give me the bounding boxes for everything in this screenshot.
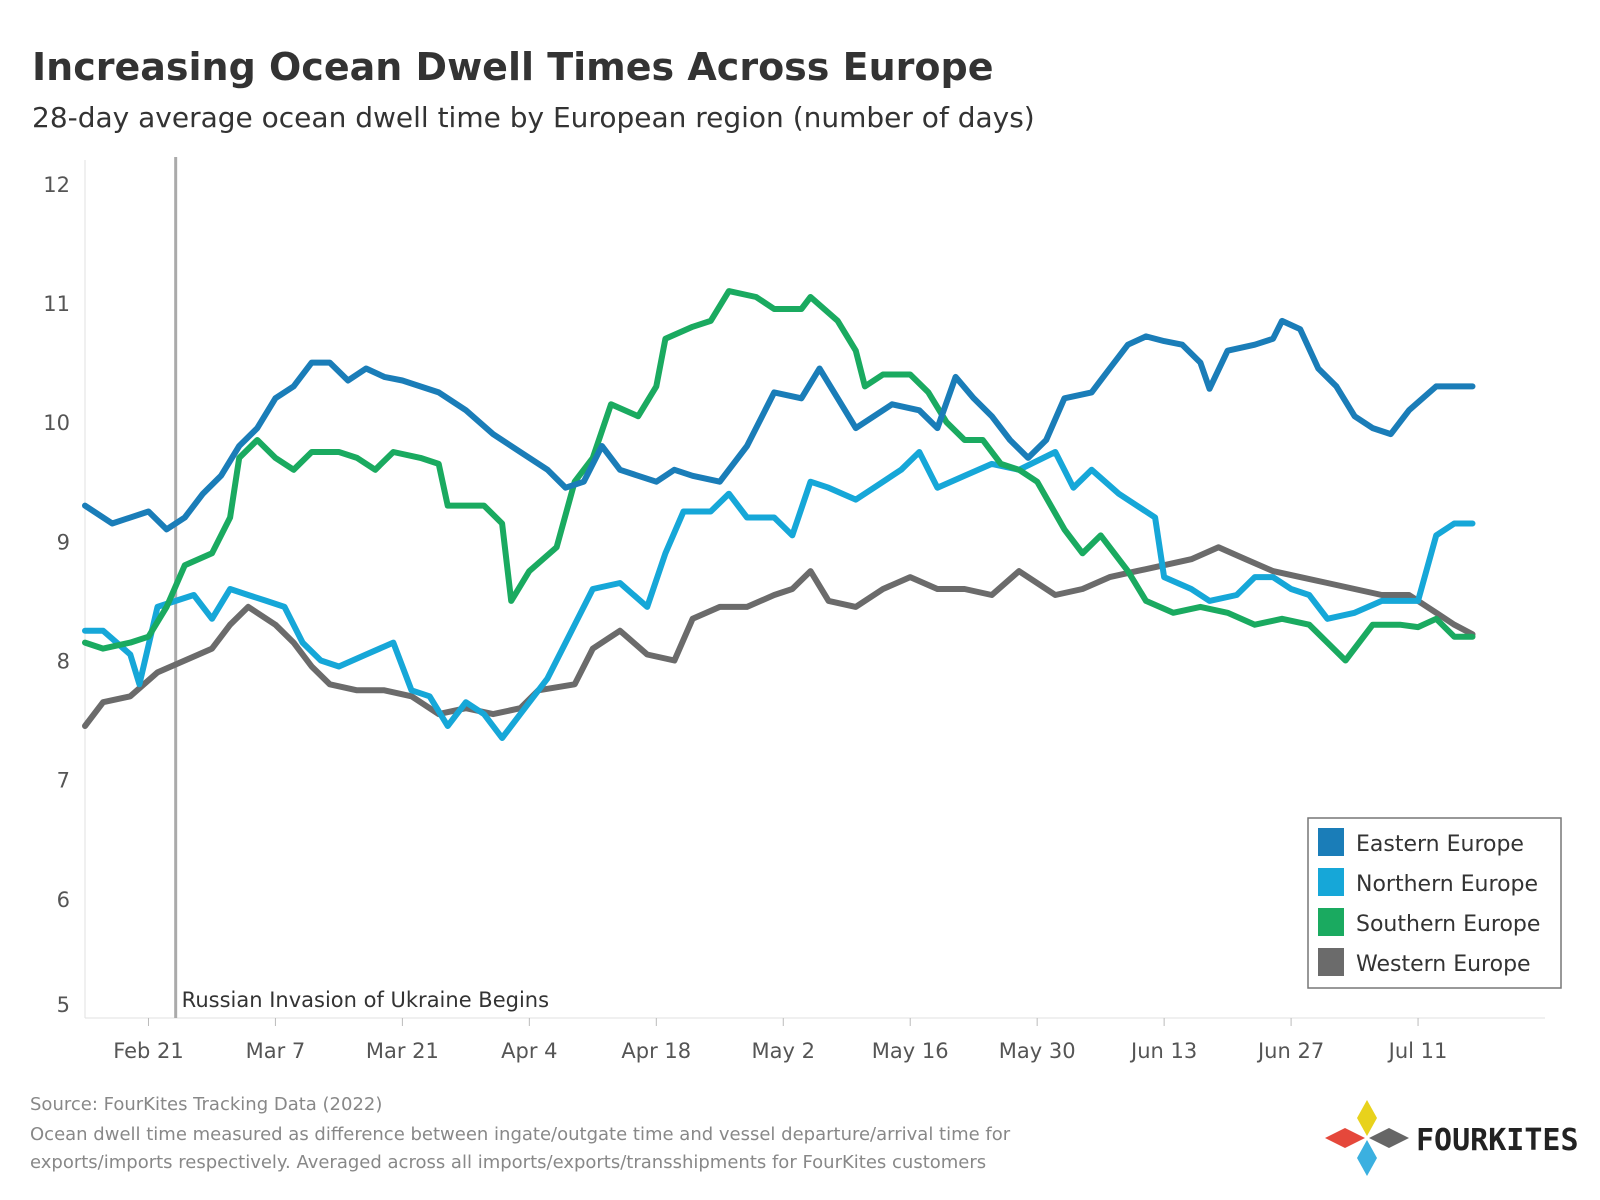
legend-label: Western Europe: [1356, 952, 1531, 977]
logo-kite-bottom-icon: [1357, 1140, 1377, 1176]
y-tick-label: 5: [57, 993, 70, 1017]
legend-swatch: [1318, 828, 1344, 856]
footer: Source: FourKites Tracking Data (2022) O…: [30, 1094, 1011, 1173]
x-tick-label: May 30: [999, 1039, 1076, 1063]
legend-swatch: [1318, 908, 1344, 936]
y-tick-label: 9: [57, 530, 70, 554]
axes: [84, 160, 1545, 1019]
legend-box: [1307, 817, 1562, 989]
invasion-annotation-label: Russian Invasion of Ukraine Begins: [182, 988, 549, 1012]
y-tick-label: 12: [43, 173, 70, 197]
logo-kite-left-icon: [1325, 1128, 1365, 1148]
legend: Eastern Europe Northern Europe Southern Eu…: [1307, 817, 1562, 989]
x-tick-label: Jun 13: [1129, 1039, 1197, 1063]
logo-kite-top-icon: [1357, 1100, 1377, 1136]
legend-label: Eastern Europe: [1356, 832, 1524, 857]
x-tick-label: Feb 21: [113, 1039, 184, 1063]
series-line-eastern-europe: [82, 317, 1476, 533]
x-tick-label: Jul 11: [1387, 1039, 1448, 1063]
chart-title: Increasing Ocean Dwell Times Across Euro…: [32, 45, 993, 89]
note-line-1: Ocean dwell time measured as difference …: [30, 1124, 1011, 1145]
legend-swatch: [1318, 868, 1344, 896]
x-tick-label: Apr 4: [501, 1039, 557, 1063]
brand-name: FOURKITES: [1416, 1123, 1579, 1158]
chart-subtitle: 28-day average ocean dwell time by Europ…: [32, 101, 1035, 134]
legend-label: Southern Europe: [1356, 912, 1540, 937]
y-tick-label: 7: [57, 769, 70, 793]
x-tick-label: Apr 18: [621, 1039, 691, 1063]
y-tick-label: 6: [57, 888, 70, 912]
y-tick-label: 8: [57, 650, 70, 674]
note-line-2: exports/imports respectively. Averaged a…: [30, 1152, 986, 1173]
y-tick-label: 11: [43, 292, 70, 316]
logo-kite-right-icon: [1369, 1128, 1409, 1148]
x-axis-ticks: Feb 21 Mar 7 Mar 21 Apr 4 Apr 18 May 2 May 16 M…: [113, 1018, 1447, 1063]
series-line-western-europe: [82, 544, 1476, 729]
source-text: Source: FourKites Tracking Data (2022): [30, 1094, 382, 1115]
x-tick-label: Jun 27: [1256, 1039, 1324, 1063]
x-tick-label: Mar 7: [246, 1039, 306, 1063]
legend-label: Northern Europe: [1356, 872, 1538, 897]
x-tick-label: May 2: [752, 1039, 815, 1063]
y-tick-label: 10: [43, 411, 70, 435]
series-line-northern-europe: [82, 449, 1476, 741]
legend-swatch: [1318, 948, 1344, 976]
series-lines: [82, 288, 1476, 741]
x-tick-label: Mar 21: [366, 1039, 439, 1063]
fourkites-logo: FOURKITES: [1325, 1100, 1579, 1176]
x-tick-label: May 16: [872, 1039, 949, 1063]
series-line-southern-europe: [82, 288, 1476, 664]
y-axis-ticks: 5 6 7 8 9 10 11 12: [43, 173, 70, 1017]
